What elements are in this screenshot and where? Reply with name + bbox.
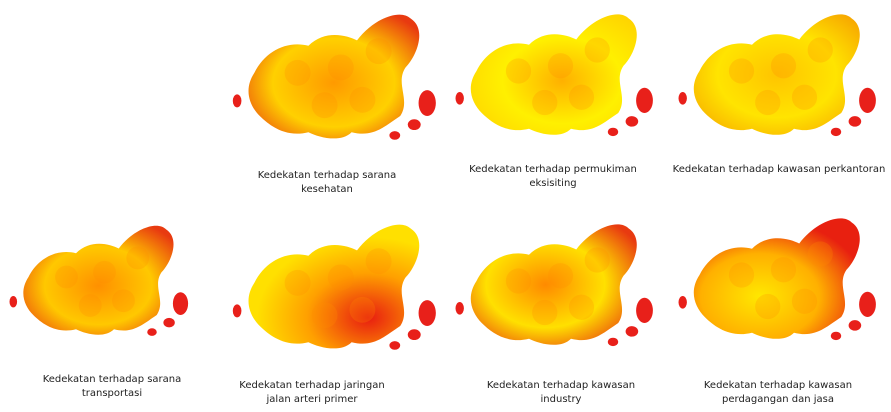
- map-caption: eksisiting: [529, 178, 576, 189]
- map-caption: perdagangan dan jasa: [722, 394, 834, 405]
- map: [456, 224, 653, 346]
- map-caption: Kedekatan terhadap permukiman: [469, 164, 637, 175]
- map: [679, 218, 876, 340]
- map: [456, 14, 653, 136]
- map-caption: transportasi: [82, 388, 142, 399]
- map-caption: Kedekatan terhadap sarana: [258, 170, 397, 181]
- map-caption: Kedekatan terhadap kawasan perkantoran: [673, 164, 886, 175]
- map-caption: Kedekatan terhadap kawasan: [704, 380, 852, 391]
- map: [679, 14, 876, 136]
- map-caption: Kedekatan terhadap kawasan: [487, 380, 635, 391]
- map-caption: Kedekatan terhadap jaringan: [239, 380, 384, 391]
- map-caption: industry: [541, 394, 582, 405]
- map-figure: Kedekatan terhadap sarana kesehatan Kedeka…: [0, 0, 891, 412]
- map-caption: Kedekatan terhadap sarana: [43, 374, 182, 385]
- map: [10, 226, 189, 336]
- map-caption: kesehatan: [301, 184, 353, 195]
- map: [233, 225, 436, 350]
- map-caption: jalan arteri primer: [266, 394, 359, 405]
- map: [233, 15, 436, 140]
